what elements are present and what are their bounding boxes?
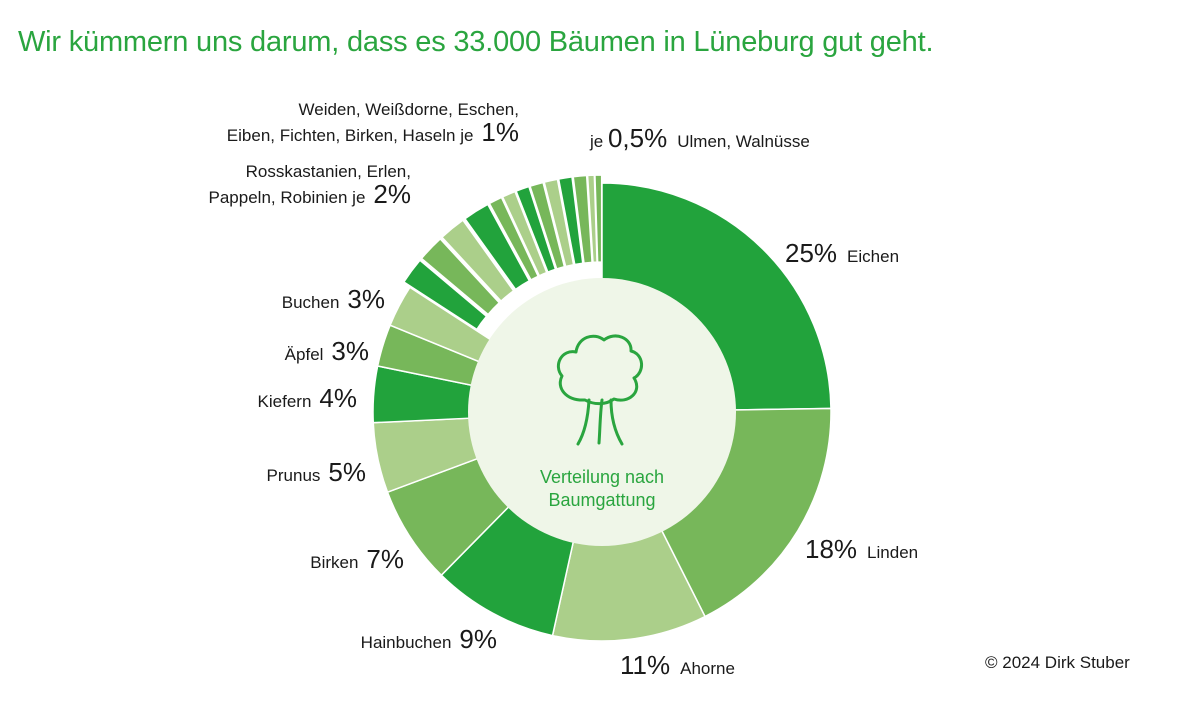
slice-label: je 0,5% Ulmen, Walnüsse [589,123,810,153]
slice-eschen [515,185,557,274]
slice-label: Rosskastanien, Erlen, [246,162,411,181]
slice-label: 11% Ahorne [620,650,735,680]
slice-labels: 25% Eichen 18% Linden 11% Ahorne Hainbuchen 9% B… [209,100,919,680]
credit: © 2024 Dirk Stuber [985,653,1130,672]
slice-birken [557,176,584,266]
slice-label: 18% Linden [805,534,918,564]
slice-label: Weiden, Weißdorne, Eschen, [299,100,520,119]
slice-label: Buchen 3% [282,284,385,314]
slice-label: Prunus 5% [267,457,366,487]
slice-rosskastanien [402,259,488,331]
slice-label: Pappeln, Robinien je 2% [209,179,411,209]
slice-haseln [572,174,593,264]
center-label-line-2: Baumgattung [548,490,655,510]
slice-fichten [543,178,575,268]
slice-pappeln [440,219,515,303]
slice-label: Hainbuchen 9% [361,624,497,654]
slice-label: Kiefern 4% [258,383,357,413]
slice-weißdorne [501,190,548,277]
slice-weiden [488,196,540,281]
slice-label: 25% Eichen [785,238,899,268]
slice-robinien [463,203,531,291]
slice-walnüsse [594,174,603,263]
slice-label: Birken 7% [310,544,404,574]
page-title: Wir kümmern uns darum, dass es 33.000 Bä… [18,26,934,58]
slice-eiben [529,181,566,270]
center-label-line-1: Verteilung nach [540,467,664,487]
slice-erlen [420,237,501,316]
slice-label: Eiben, Fichten, Birken, Haseln je 1% [227,117,519,147]
slice-label: Äpfel 3% [285,336,369,366]
tree-icon [556,334,643,446]
